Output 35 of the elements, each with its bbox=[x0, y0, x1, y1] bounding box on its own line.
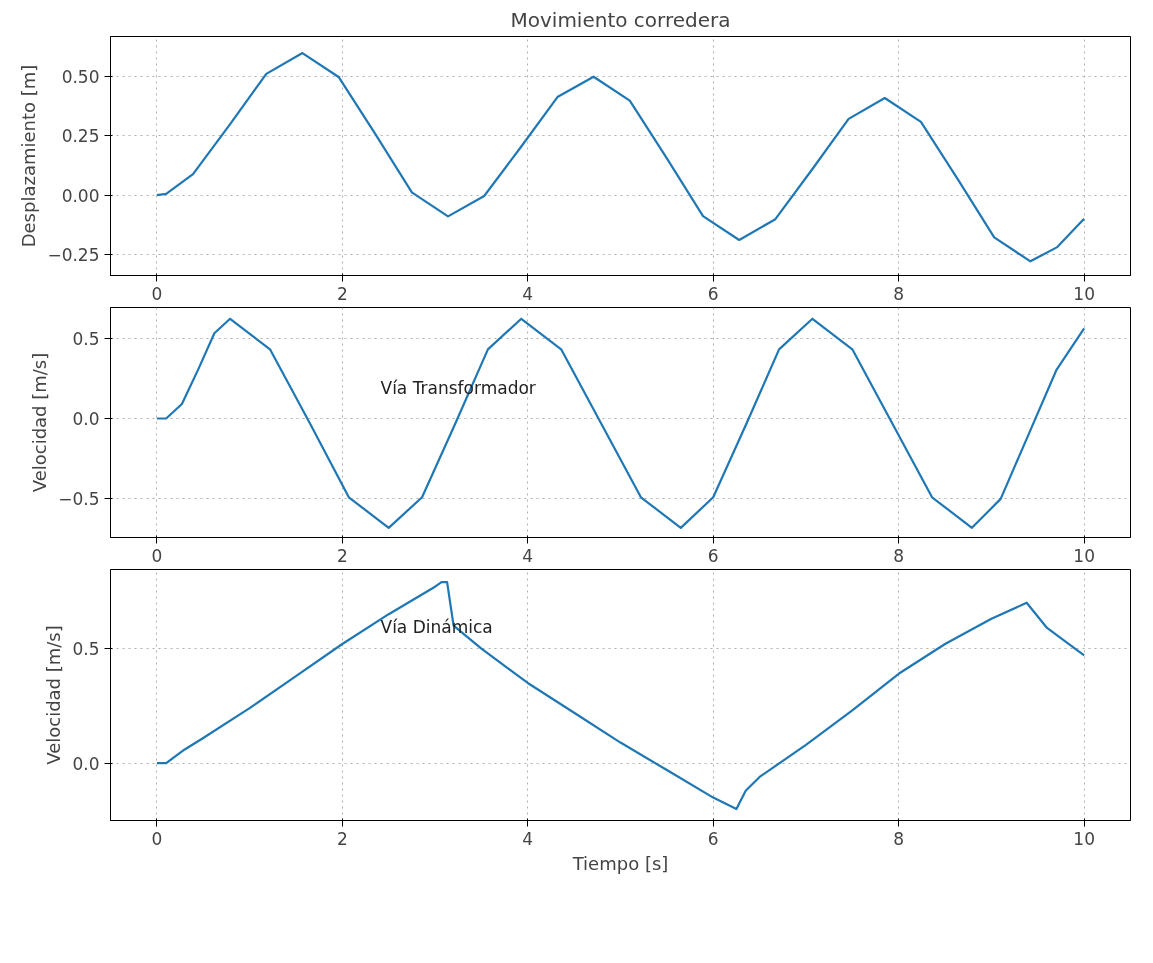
y-tick-label: 0.0 bbox=[72, 753, 100, 774]
x-tick-label: 0 bbox=[151, 828, 163, 849]
x-tick-label: 10 bbox=[1073, 545, 1095, 566]
x-tick-label: 4 bbox=[522, 545, 534, 566]
x-tick-label: 10 bbox=[1073, 283, 1095, 304]
x-tick-label: 0 bbox=[151, 283, 163, 304]
y-tick-label: 0.50 bbox=[61, 67, 100, 88]
x-tick-label: 6 bbox=[707, 545, 719, 566]
y-axis-title: Desplazamiento [m] bbox=[18, 64, 40, 248]
y-tick-label: 0.5 bbox=[72, 639, 100, 660]
x-tick-label: 8 bbox=[893, 283, 905, 304]
x-tick-label: 10 bbox=[1073, 828, 1095, 849]
line-series bbox=[155, 51, 1086, 263]
x-tick-label: 2 bbox=[336, 283, 348, 304]
y-tick-label: −0.25 bbox=[47, 244, 100, 265]
y-axis-title: Velocidad [m/s] bbox=[43, 625, 65, 765]
y-axis-title: Velocidad [m/s] bbox=[29, 352, 51, 493]
x-tick-label: 8 bbox=[893, 828, 905, 849]
x-tick-label: 6 bbox=[707, 283, 719, 304]
x-tick-label: 4 bbox=[522, 828, 534, 849]
x-tick-label: 2 bbox=[336, 545, 348, 566]
x-tick-label: 8 bbox=[893, 545, 905, 566]
x-tick-label: 6 bbox=[707, 828, 719, 849]
x-tick-label: 2 bbox=[336, 828, 348, 849]
x-tick-label: 0 bbox=[151, 545, 163, 566]
y-tick-label: −0.5 bbox=[58, 489, 100, 510]
chart-title: Movimiento corredera bbox=[510, 7, 731, 32]
x-tick-label: 4 bbox=[522, 283, 534, 304]
y-tick-label: 0.25 bbox=[61, 126, 100, 147]
y-tick-label: 0.0 bbox=[72, 408, 100, 429]
x-axis-title: Tiempo [s] bbox=[571, 852, 669, 874]
y-tick-label: 0.00 bbox=[61, 185, 100, 206]
line-series bbox=[155, 317, 1086, 529]
line-series bbox=[155, 581, 1086, 811]
y-tick-label: 0.5 bbox=[72, 328, 100, 349]
